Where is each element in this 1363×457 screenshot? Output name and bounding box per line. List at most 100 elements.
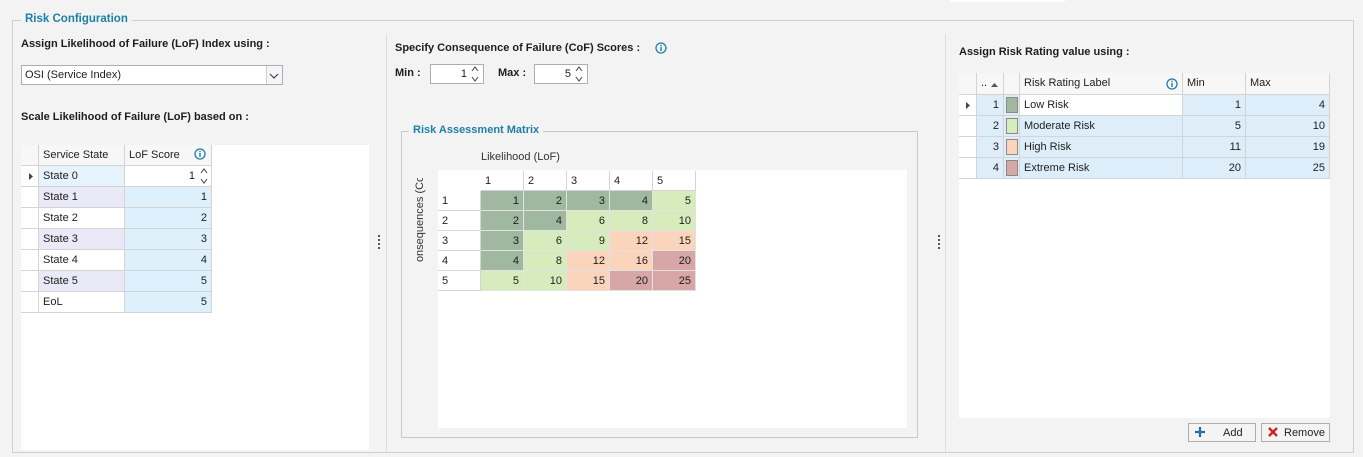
matrix-y-label-clip: Consequences (CoF) (412, 178, 430, 262)
row-indicator-cell (959, 158, 977, 179)
grid-header-indicator (21, 145, 39, 166)
rating-index-cell[interactable]: 4 (977, 158, 1004, 179)
grid-header[interactable]: Service State (39, 145, 125, 166)
cof-max-input[interactable]: 5 (534, 64, 588, 84)
matrix-cell: 5 (653, 191, 696, 211)
rating-index-cell[interactable]: 1 (977, 95, 1004, 116)
rating-label-cell[interactable]: Moderate Risk (1020, 116, 1183, 137)
rating-min-cell[interactable]: 11 (1183, 137, 1246, 158)
lof-score-cell[interactable]: 5 (125, 292, 212, 313)
dropdown-arrow (269, 71, 279, 79)
row-indicator (27, 172, 35, 181)
matrix-cell: 5 (481, 271, 524, 291)
sort-arrow (990, 80, 999, 88)
remove-icon-svg (1268, 427, 1278, 437)
matrix-cell: 8 (524, 251, 567, 271)
rating-index-cell[interactable]: 2 (977, 116, 1004, 137)
matrix-cell: 12 (567, 251, 610, 271)
lof-score-cell[interactable]: 4 (125, 250, 212, 271)
cof-min-label: Min : (395, 67, 421, 79)
matrix-column-header: 2 (524, 171, 567, 191)
rating-max-cell[interactable]: 19 (1246, 137, 1330, 158)
matrix-cell: 20 (610, 271, 653, 291)
matrix-cell: 3 (567, 191, 610, 211)
row-indicator-cell (959, 116, 977, 137)
service-state-cell[interactable]: State 2 (39, 208, 125, 229)
lof-score-cell[interactable]: 3 (125, 229, 212, 250)
info-icon (194, 148, 206, 160)
button[interactable]: Remove (1261, 423, 1330, 442)
row-indicator (964, 101, 972, 110)
add-icon-svg (1195, 427, 1205, 437)
rating-color-swatch (1006, 97, 1018, 113)
lof-score-cell[interactable]: 5 (125, 271, 212, 292)
sort-arrow-svg (991, 83, 998, 87)
matrix-row-header: 3 (438, 231, 481, 251)
rating-color-swatch (1006, 118, 1018, 134)
row-indicator-cell (21, 229, 39, 250)
matrix-title: Risk Assessment Matrix (409, 124, 544, 138)
service-state-cell[interactable]: State 5 (39, 271, 125, 292)
top-tab (950, 0, 1065, 2)
rating-min-cell[interactable]: 20 (1183, 158, 1246, 179)
divider-right (945, 34, 946, 452)
spin-buttons (470, 65, 480, 83)
lof-score-cell[interactable]: 2 (125, 208, 212, 229)
row-indicator-cell (21, 187, 39, 208)
dropdown-button[interactable] (266, 66, 282, 84)
rating-label-cell[interactable]: High Risk (1020, 137, 1183, 158)
lof-score-cell[interactable]: 1 (125, 187, 212, 208)
matrix-cell: 4 (610, 191, 653, 211)
matrix-cell: 6 (524, 231, 567, 251)
matrix-cell: 2 (524, 191, 567, 211)
service-state-cell[interactable]: State 0 (39, 166, 125, 187)
lof-score-cell[interactable]: 1 (125, 166, 212, 187)
rating-max-cell[interactable]: 10 (1246, 116, 1330, 137)
rating-label-cell[interactable]: Extreme Risk (1020, 158, 1183, 179)
matrix-cell: 1 (481, 191, 524, 211)
grid-header[interactable]: Risk Rating Label (1020, 73, 1183, 95)
row-indicator-svg (29, 173, 33, 180)
info-icon-svg (194, 148, 206, 160)
matrix-y-label: Consequences (CoF) (414, 178, 426, 262)
divider-left (386, 34, 387, 452)
rating-min-cell[interactable]: 5 (1183, 116, 1246, 137)
spin-buttons-svg (471, 66, 479, 82)
rating-min-cell[interactable]: 1 (1183, 95, 1246, 116)
rating-max-cell[interactable]: 4 (1246, 95, 1330, 116)
lof-index-dropdown[interactable]: OSI (Service Index) (21, 65, 283, 85)
add-icon (1194, 426, 1206, 438)
row-indicator-cell (21, 271, 39, 292)
rating-label-cell[interactable]: Low Risk (1020, 95, 1183, 116)
grid-header[interactable]: .. (977, 73, 1004, 95)
grid-header[interactable]: Min (1183, 73, 1246, 95)
service-state-cell[interactable]: State 1 (39, 187, 125, 208)
cof-min-input[interactable]: 1 (430, 64, 484, 84)
group-title: Risk Configuration (21, 13, 132, 25)
rating-index-cell[interactable]: 3 (977, 137, 1004, 158)
row-indicator-cell (21, 250, 39, 271)
spin-buttons-svg (200, 168, 208, 184)
grid-header[interactable]: LoF Score (125, 145, 212, 166)
matrix-row-header: 5 (438, 271, 481, 291)
service-state-cell[interactable]: EoL (39, 292, 125, 313)
rating-color-swatch (1006, 139, 1018, 155)
grid-header[interactable]: Max (1246, 73, 1330, 95)
matrix-row-header: 1 (438, 191, 481, 211)
rating-max-cell[interactable]: 25 (1246, 158, 1330, 179)
matrix-cell: 15 (567, 271, 610, 291)
service-state-cell[interactable]: State 3 (39, 229, 125, 250)
remove-icon (1267, 426, 1279, 438)
info-icon (655, 42, 667, 54)
matrix-column-header: 4 (610, 171, 653, 191)
matrix-cell: 9 (567, 231, 610, 251)
info-icon-svg (1166, 78, 1178, 90)
spin-buttons-svg (575, 66, 583, 82)
button[interactable]: Add (1188, 423, 1256, 442)
spin-buttons (574, 65, 584, 83)
service-state-cell[interactable]: State 4 (39, 250, 125, 271)
cof-label: Specify Consequence of Failure (CoF) Sco… (395, 42, 641, 54)
matrix-cell: 3 (481, 231, 524, 251)
matrix-cell: 4 (524, 211, 567, 231)
